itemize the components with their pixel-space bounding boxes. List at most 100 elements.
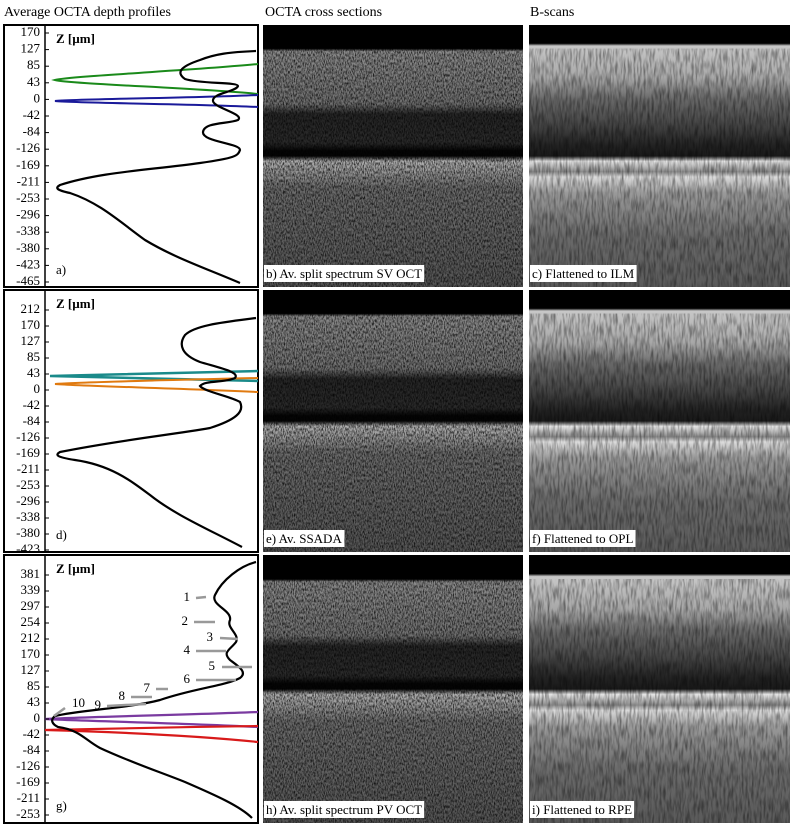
annotation: 8: [119, 688, 126, 703]
image-caption: f) Flattened to OPL: [532, 531, 634, 546]
y-tick-label: -211: [17, 461, 40, 476]
annotation: 9: [95, 697, 102, 712]
y-tick-label: -465: [16, 273, 40, 288]
column-title: Average OCTA depth profiles: [4, 5, 171, 20]
y-tick-label: 339: [21, 582, 41, 597]
image-caption: c) Flattened to ILM: [532, 266, 635, 281]
panel-frame: [3, 289, 259, 553]
y-tick-label: 297: [21, 598, 41, 613]
leader-line: [53, 706, 66, 718]
leader-line: [195, 595, 207, 600]
image-caption: h) Av. split spectrum PV OCT: [266, 802, 422, 817]
panel-frame: [3, 24, 259, 288]
y-tick-label: -169: [16, 157, 40, 172]
y-tick-label: -296: [16, 207, 40, 222]
image-caption: i) Flattened to RPE: [532, 802, 632, 817]
y-tick-label: -253: [16, 806, 40, 821]
image-texture: [529, 579, 790, 823]
image-texture: [529, 48, 790, 287]
panel-label: g): [56, 798, 67, 813]
panel-label: d): [56, 527, 67, 542]
caption-box: [530, 264, 637, 282]
y-tick-label: -84: [23, 742, 41, 757]
y-tick-label: -253: [16, 477, 40, 492]
y-tick-label: -126: [16, 140, 40, 155]
column-title: B-scans: [530, 5, 574, 20]
annotation: 7: [144, 680, 151, 695]
image-caption: e) Av. SSADA: [266, 531, 342, 546]
leader-line: [106, 702, 147, 708]
annotation: 2: [182, 613, 189, 628]
annotation: 1: [184, 589, 191, 604]
image-texture: [263, 313, 523, 552]
y-tick-label: -169: [16, 445, 40, 460]
y-tick-label: -211: [17, 790, 40, 805]
profile-curve: [54, 377, 259, 393]
axis-label: Z [µm]: [56, 296, 95, 311]
y-tick-label: -380: [16, 240, 40, 255]
annotation: 10: [72, 695, 85, 710]
y-tick-label: 85: [27, 349, 40, 364]
profile-curve: [44, 710, 259, 729]
y-tick-label: -253: [16, 190, 40, 205]
profile-curve: [51, 560, 257, 819]
y-tick-label: 381: [21, 566, 41, 581]
y-tick-label: 254: [21, 614, 41, 629]
image-caption: b) Av. split spectrum SV OCT: [266, 266, 422, 281]
caption-box: [264, 529, 345, 547]
image-texture: [263, 579, 523, 823]
profile-curve: [56, 49, 257, 285]
y-tick-label: -84: [23, 413, 41, 428]
profile-curve: [44, 724, 259, 744]
y-tick-label: 0: [34, 90, 41, 105]
y-tick-label: 170: [21, 24, 41, 39]
caption-box: [264, 800, 425, 818]
y-tick-label: -42: [23, 726, 40, 741]
y-tick-label: 0: [34, 381, 41, 396]
axis-label: Z [µm]: [56, 561, 95, 576]
y-tick-label: 127: [21, 333, 41, 348]
y-tick-label: 43: [27, 694, 40, 709]
y-tick-label: 127: [21, 662, 41, 677]
y-tick-label: -42: [23, 397, 40, 412]
y-tick-label: 43: [27, 74, 40, 89]
y-tick-label: -338: [16, 509, 40, 524]
y-tick-label: 212: [21, 301, 41, 316]
caption-box: [264, 264, 425, 282]
annotation: 3: [207, 629, 214, 644]
y-tick-label: -296: [16, 493, 40, 508]
profile-curve: [56, 316, 257, 548]
image-texture: [529, 313, 790, 552]
annotation: 4: [184, 642, 191, 657]
annotation: 6: [184, 671, 191, 686]
y-tick-label: 85: [27, 678, 40, 693]
column-title: OCTA cross sections: [265, 5, 382, 20]
y-tick-label: -338: [16, 223, 40, 238]
caption-box: [530, 800, 635, 818]
y-tick-label: 0: [34, 710, 41, 725]
y-tick-label: -423: [16, 541, 40, 556]
panel-frame: [3, 554, 259, 824]
y-tick-label: -169: [16, 774, 40, 789]
caption-box: [530, 529, 636, 547]
y-tick-label: -42: [23, 107, 40, 122]
y-tick-label: 85: [27, 57, 40, 72]
y-tick-label: -211: [17, 173, 40, 188]
y-tick-label: 127: [21, 41, 41, 56]
axis-label: Z [µm]: [56, 31, 95, 46]
y-tick-label: -126: [16, 758, 40, 773]
y-tick-label: 170: [21, 646, 41, 661]
panel-label: a): [56, 262, 66, 277]
image-texture: [263, 48, 523, 287]
y-tick-label: -380: [16, 525, 40, 540]
y-tick-label: -126: [16, 429, 40, 444]
y-tick-label: 212: [21, 630, 41, 645]
y-tick-label: 43: [27, 365, 40, 380]
profile-curve: [51, 63, 259, 95]
profile-curve: [54, 94, 259, 108]
leader-line: [219, 636, 239, 641]
y-tick-label: 170: [21, 317, 41, 332]
annotation: 5: [209, 658, 216, 673]
y-tick-label: -84: [23, 124, 41, 139]
